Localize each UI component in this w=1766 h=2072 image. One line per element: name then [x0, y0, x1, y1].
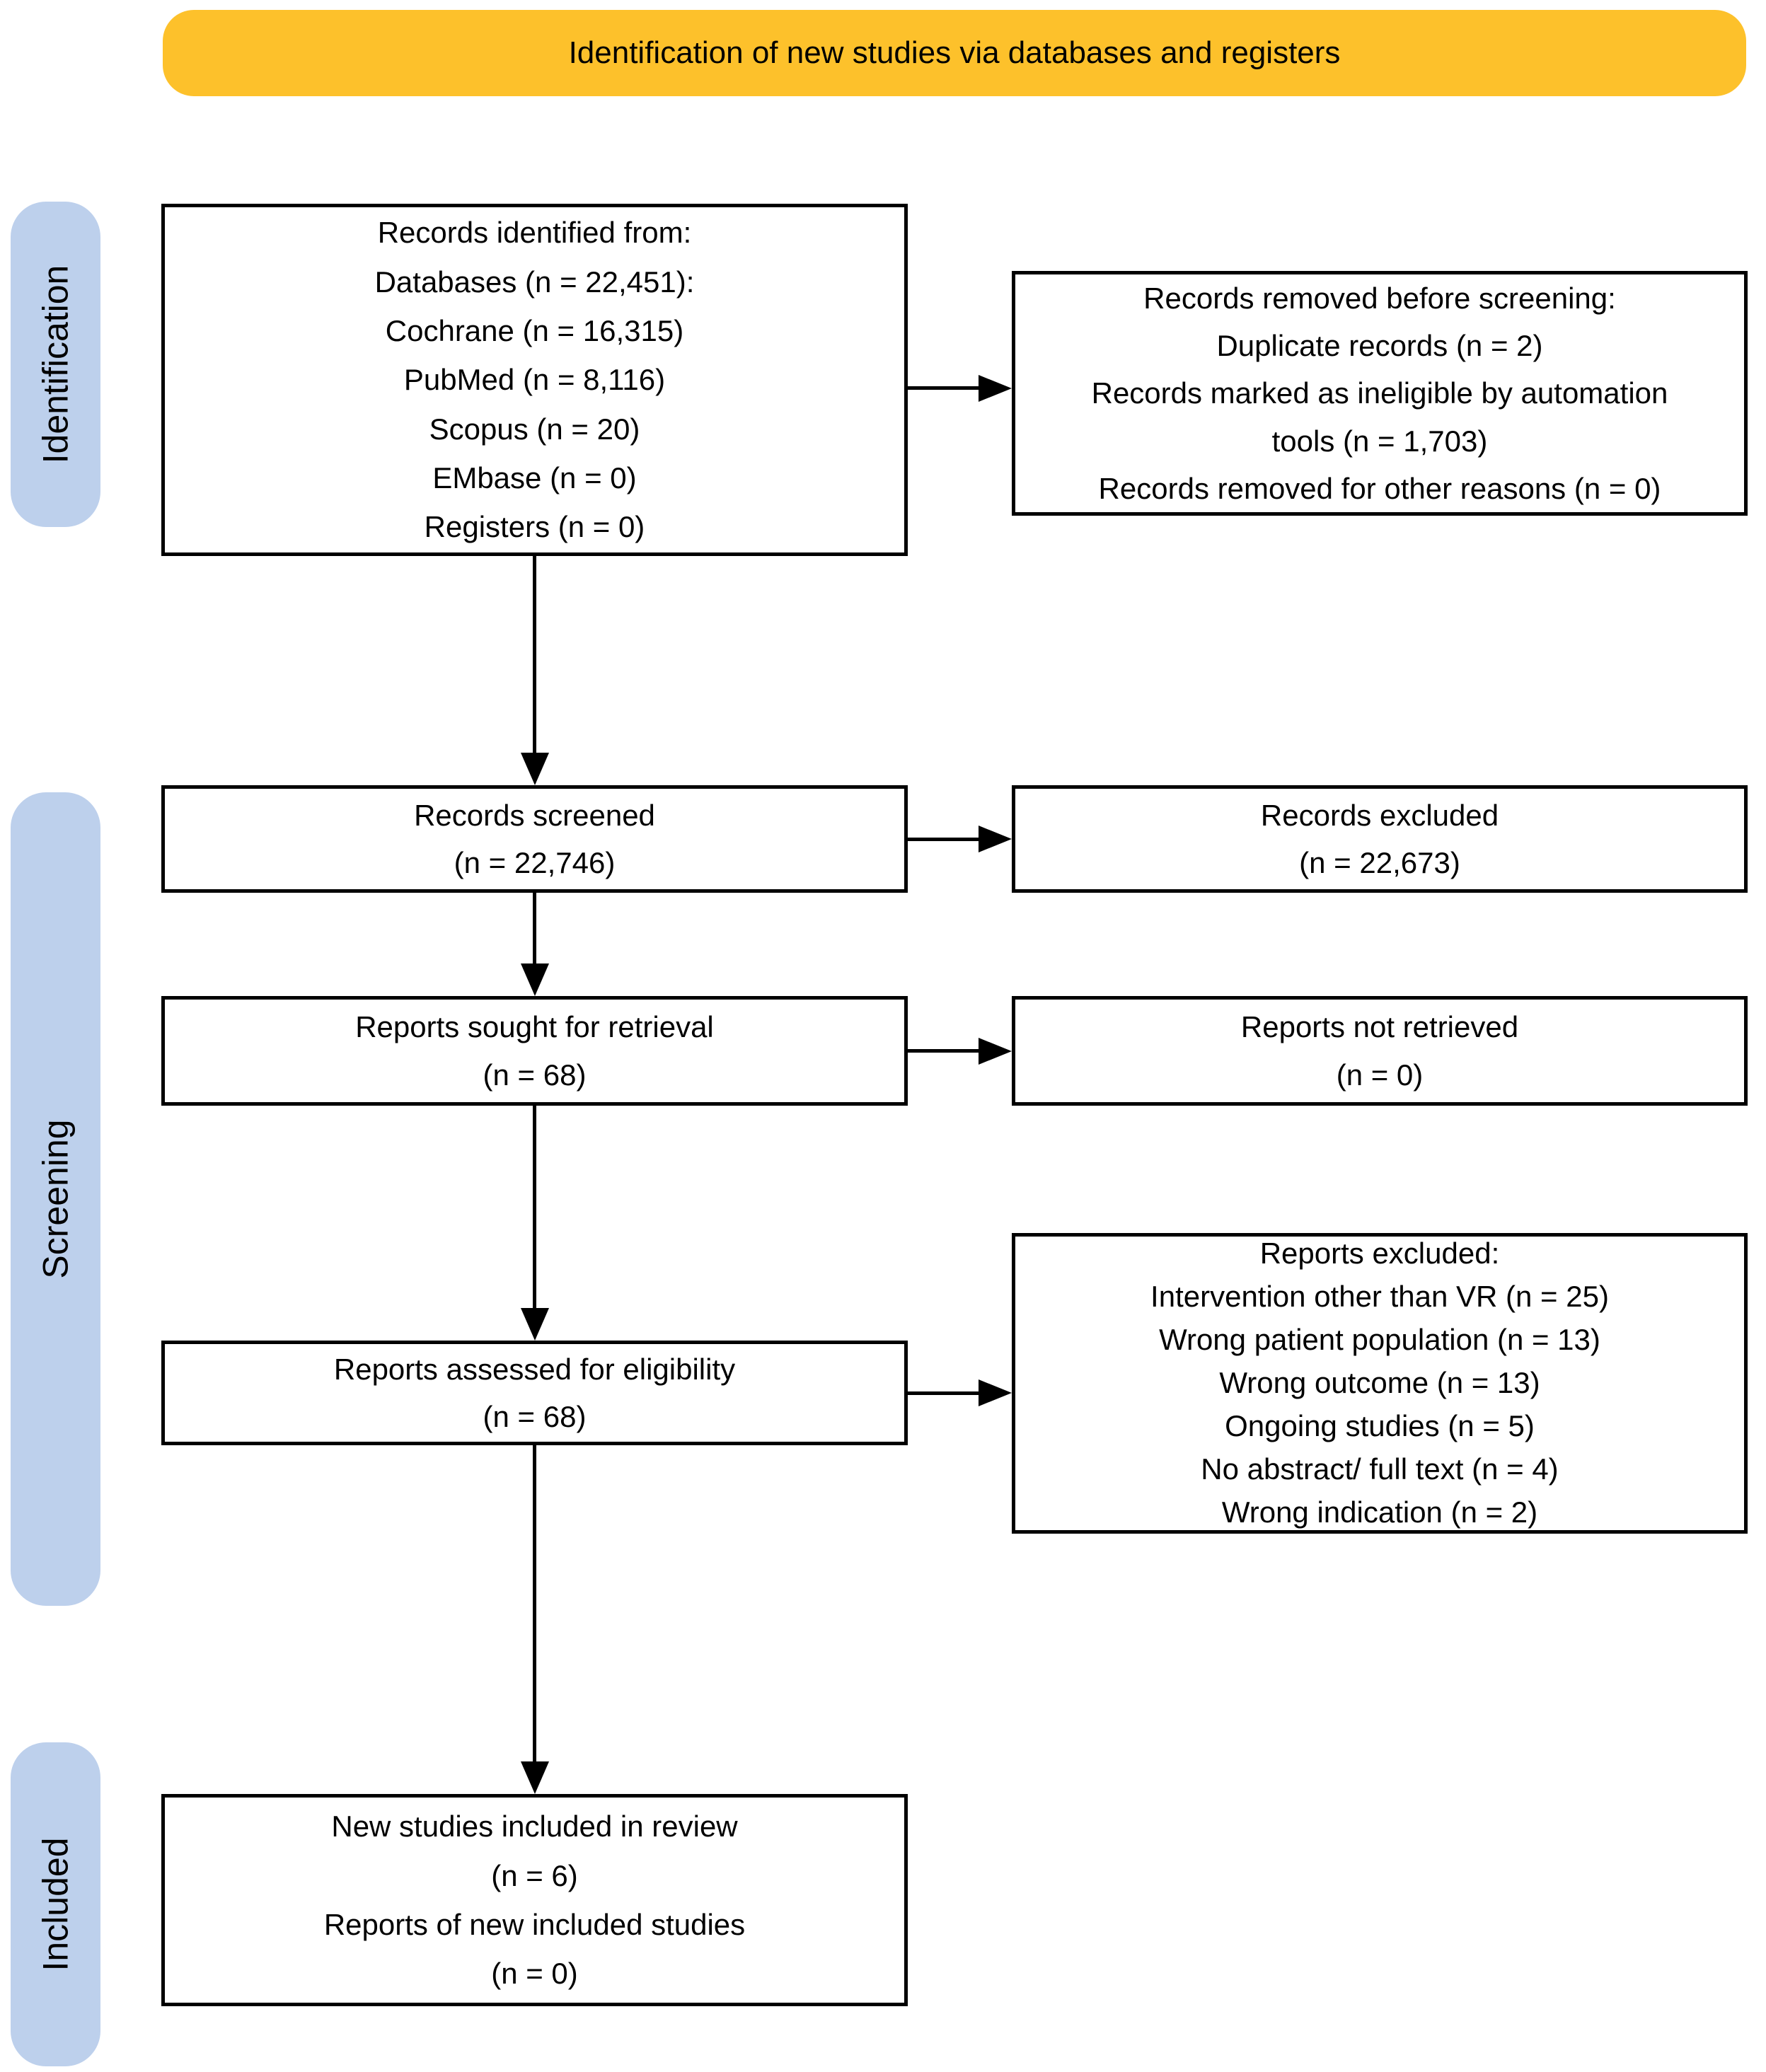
connector-line [908, 1049, 979, 1053]
stage-bar-included: Included [11, 1742, 100, 2066]
box-records-screened: Records screened (n = 22,746) [161, 785, 908, 893]
box-reports-assessed-for-eligibility: Reports assessed for eligibility (n = 68… [161, 1341, 908, 1445]
connector-line [908, 386, 979, 390]
arrowhead-down-icon [521, 753, 549, 785]
title-banner: Identification of new studies via databa… [163, 10, 1746, 96]
box-records-identified: Records identified from: Databases (n = … [161, 204, 908, 556]
box-records-removed-before-screening: Records removed before screening: Duplic… [1012, 271, 1748, 516]
box-reports-excluded: Reports excluded: Intervention other tha… [1012, 1233, 1748, 1534]
arrowhead-right-icon [979, 1038, 1012, 1065]
connector-line [533, 893, 536, 963]
stage-label-screening: Screening [35, 1119, 76, 1279]
stage-bar-screening: Screening [11, 792, 100, 1606]
box-new-studies-included-in-review: New studies included in review (n = 6) R… [161, 1794, 908, 2006]
arrowhead-down-icon [521, 1308, 549, 1341]
connector-line [533, 1106, 536, 1308]
connector-line [533, 555, 536, 753]
connector-line [533, 1445, 536, 1761]
arrowhead-right-icon [979, 375, 1012, 402]
stage-label-identification: Identification [35, 265, 76, 464]
diagram-title: Identification of new studies via databa… [568, 35, 1341, 70]
box-records-excluded: Records excluded (n = 22,673) [1012, 785, 1748, 893]
stage-bar-identification: Identification [11, 202, 100, 527]
arrowhead-right-icon [979, 826, 1012, 852]
arrowhead-down-icon [521, 1761, 549, 1794]
box-reports-sought-for-retrieval: Reports sought for retrieval (n = 68) [161, 996, 908, 1106]
arrowhead-down-icon [521, 963, 549, 996]
arrowhead-right-icon [979, 1379, 1012, 1406]
connector-line [908, 838, 979, 841]
connector-line [908, 1391, 979, 1395]
stage-label-included: Included [35, 1837, 76, 1972]
box-reports-not-retrieved: Reports not retrieved (n = 0) [1012, 996, 1748, 1106]
